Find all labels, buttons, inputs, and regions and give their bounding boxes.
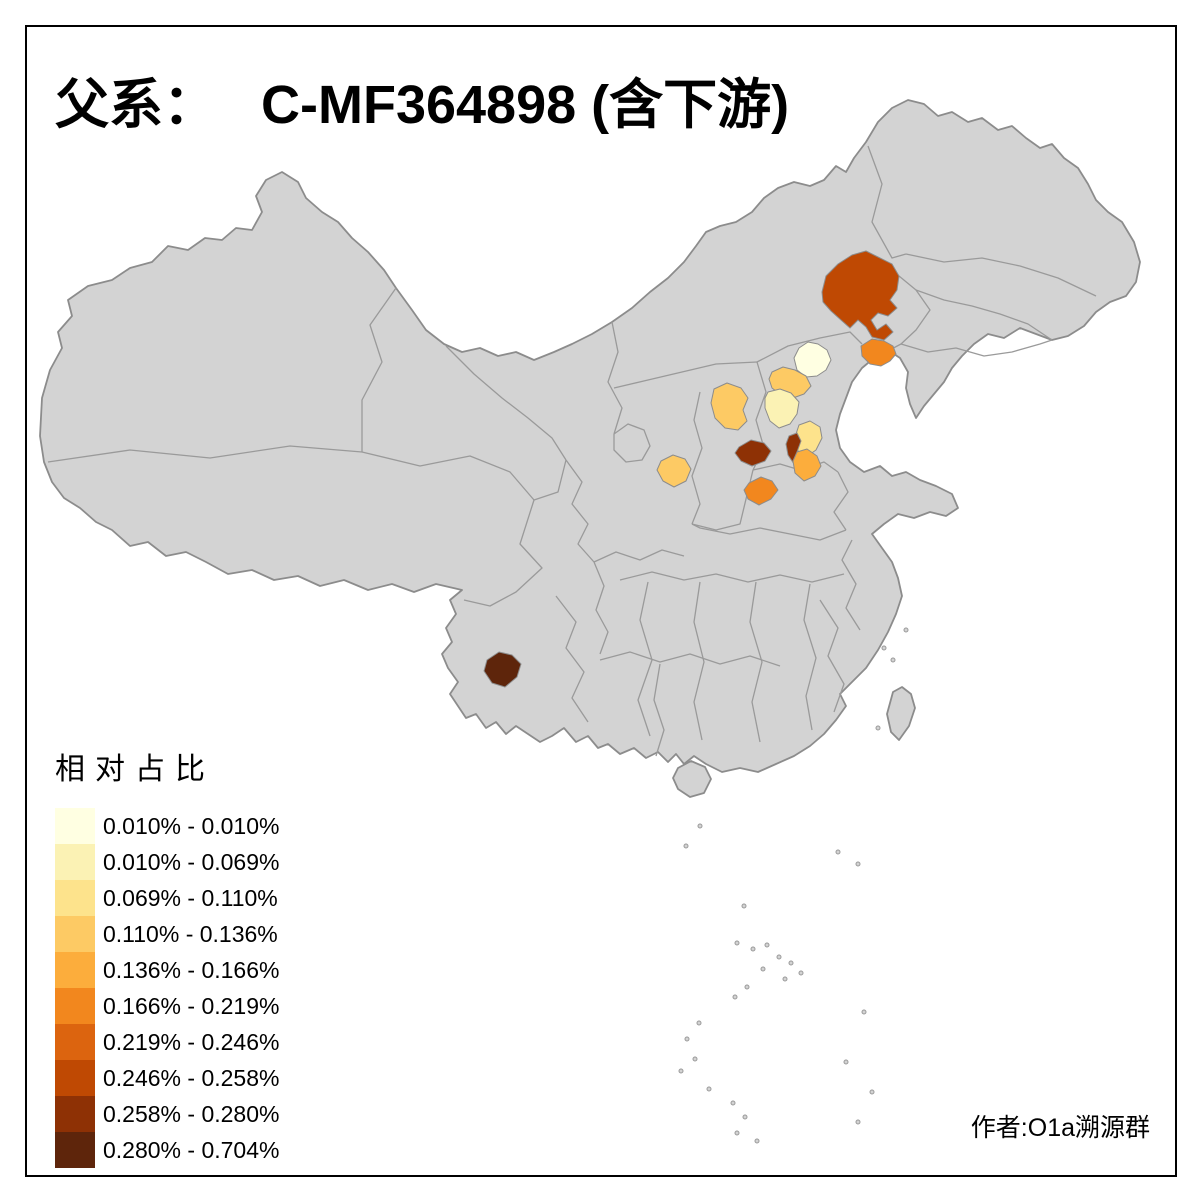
south-china-sea-islands — [678, 627, 909, 1144]
legend-entry: 0.010% - 0.010% — [55, 808, 279, 844]
map-region-shaanxi-central — [656, 454, 692, 488]
taiwan-island — [886, 686, 916, 741]
map-region-yunnan-west-darkest — [483, 651, 522, 688]
figure-border — [25, 25, 1177, 1177]
legend-label: 0.069% - 0.110% — [103, 884, 278, 911]
map-region-liaoning-coastal — [860, 338, 897, 367]
map-region-shanxi-north — [710, 382, 749, 431]
map-region-henan-west-orange — [743, 476, 779, 506]
title-main: C-MF364898 (含下游) — [261, 75, 790, 135]
highlighted-regions — [483, 250, 900, 688]
legend-swatch — [55, 808, 95, 844]
legend-swatch — [55, 1060, 95, 1096]
attribution: 作者:O1a溯源群 — [970, 1114, 1150, 1142]
legend-entry: 0.219% - 0.246% — [55, 1024, 279, 1060]
legend-entry: 0.010% - 0.069% — [55, 844, 279, 880]
legend-swatch — [55, 916, 95, 952]
map-region-henan-northeast-light-orange — [792, 448, 822, 482]
legend-swatch — [55, 844, 95, 880]
legend-title: 相对占比 — [55, 753, 215, 786]
legend-swatch — [55, 1096, 95, 1132]
map-region-beijing — [793, 341, 832, 378]
legend-label: 0.010% - 0.010% — [103, 812, 280, 839]
legend-label: 0.166% - 0.219% — [103, 992, 280, 1019]
legend-entry: 0.166% - 0.219% — [55, 988, 279, 1024]
legend-label: 0.280% - 0.704% — [103, 1136, 280, 1163]
legend-swatch — [55, 988, 95, 1024]
legend-entry: 0.258% - 0.280% — [55, 1096, 279, 1132]
legend-label: 0.258% - 0.280% — [103, 1100, 280, 1127]
legend-entry: 0.069% - 0.110% — [55, 880, 279, 916]
legend-label: 0.219% - 0.246% — [103, 1028, 280, 1055]
legend-swatch — [55, 952, 95, 988]
legend-label: 0.010% - 0.069% — [103, 848, 280, 875]
legend-entry: 0.110% - 0.136% — [55, 916, 279, 952]
map-region-shanxi-southeast-dark — [734, 439, 772, 467]
legend-entry: 0.246% - 0.258% — [55, 1060, 279, 1096]
legend-swatch — [55, 1132, 95, 1168]
legend-entries: 0.010% - 0.010% 0.010% - 0.069% 0.069% - 0… — [55, 808, 279, 1168]
figure-title: 父系： C-MF364898 (含下游) — [55, 60, 789, 139]
legend-swatch — [55, 1024, 95, 1060]
legend-label: 0.110% - 0.136% — [103, 920, 278, 947]
legend-entry: 0.136% - 0.166% — [55, 952, 279, 988]
legend-label: 0.246% - 0.258% — [103, 1064, 280, 1091]
title-prefix: 父系： — [55, 75, 217, 135]
legend: 相对占比 0.010% - 0.010% 0.010% - 0.069% 0.069… — [55, 744, 279, 1168]
legend-entry: 0.280% - 0.704% — [55, 1132, 279, 1168]
legend-label: 0.136% - 0.166% — [103, 956, 280, 983]
map-region-hebei-central-pale — [764, 388, 800, 429]
hainan-island — [672, 760, 712, 798]
legend-swatch — [55, 880, 95, 916]
province-boundaries — [47, 145, 1097, 757]
islands — [672, 627, 916, 1144]
map-region-inner-mongolia-southeast — [821, 250, 900, 341]
